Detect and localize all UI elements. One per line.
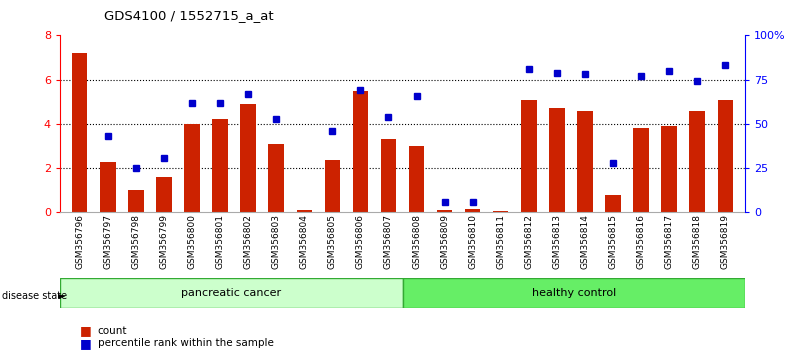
Bar	[72, 53, 87, 212]
Text: GDS4100 / 1552715_a_at: GDS4100 / 1552715_a_at	[104, 9, 274, 22]
Bar	[409, 146, 425, 212]
Text: GSM356809: GSM356809	[440, 215, 449, 269]
Text: GSM356808: GSM356808	[412, 215, 421, 269]
Text: GSM356798: GSM356798	[131, 215, 140, 269]
Bar	[437, 210, 453, 212]
Text: GSM356815: GSM356815	[609, 215, 618, 269]
Bar	[324, 160, 340, 212]
Text: ►: ►	[58, 291, 65, 301]
Bar	[662, 126, 677, 212]
Bar	[100, 161, 115, 212]
Text: GSM356800: GSM356800	[187, 215, 196, 269]
Text: GSM356812: GSM356812	[525, 215, 533, 269]
Text: healthy control: healthy control	[532, 288, 616, 298]
Text: GSM356805: GSM356805	[328, 215, 337, 269]
Bar	[268, 144, 284, 212]
Text: GSM356799: GSM356799	[159, 215, 168, 269]
Bar	[156, 177, 171, 212]
Bar	[240, 104, 256, 212]
Text: GSM356803: GSM356803	[272, 215, 280, 269]
Bar	[212, 119, 227, 212]
Bar	[521, 99, 537, 212]
Text: GSM356811: GSM356811	[497, 215, 505, 269]
Bar	[352, 91, 368, 212]
Text: GSM356806: GSM356806	[356, 215, 365, 269]
Text: GSM356813: GSM356813	[553, 215, 562, 269]
Bar	[493, 211, 509, 212]
Text: GSM356819: GSM356819	[721, 215, 730, 269]
Text: GSM356796: GSM356796	[75, 215, 84, 269]
Bar	[296, 210, 312, 212]
FancyBboxPatch shape	[60, 278, 402, 308]
FancyBboxPatch shape	[402, 278, 745, 308]
Bar	[606, 195, 621, 212]
Text: GSM356801: GSM356801	[215, 215, 224, 269]
Bar	[690, 110, 705, 212]
Bar	[380, 139, 396, 212]
Text: ■: ■	[80, 325, 92, 337]
Text: GSM356818: GSM356818	[693, 215, 702, 269]
Bar	[718, 99, 733, 212]
Text: GSM356797: GSM356797	[103, 215, 112, 269]
Text: GSM356807: GSM356807	[384, 215, 393, 269]
Bar	[634, 128, 649, 212]
Text: GSM356814: GSM356814	[581, 215, 590, 269]
Text: ■: ■	[80, 337, 92, 350]
Bar	[128, 190, 143, 212]
Text: GSM356816: GSM356816	[637, 215, 646, 269]
Text: GSM356817: GSM356817	[665, 215, 674, 269]
Bar	[184, 124, 199, 212]
Text: GSM356802: GSM356802	[244, 215, 252, 269]
Text: GSM356804: GSM356804	[300, 215, 308, 269]
Bar	[549, 108, 565, 212]
Bar	[578, 110, 593, 212]
Text: count: count	[98, 326, 127, 336]
Text: pancreatic cancer: pancreatic cancer	[181, 288, 281, 298]
Text: disease state: disease state	[2, 291, 66, 301]
Text: percentile rank within the sample: percentile rank within the sample	[98, 338, 274, 348]
Bar	[465, 209, 481, 212]
Text: GSM356810: GSM356810	[468, 215, 477, 269]
